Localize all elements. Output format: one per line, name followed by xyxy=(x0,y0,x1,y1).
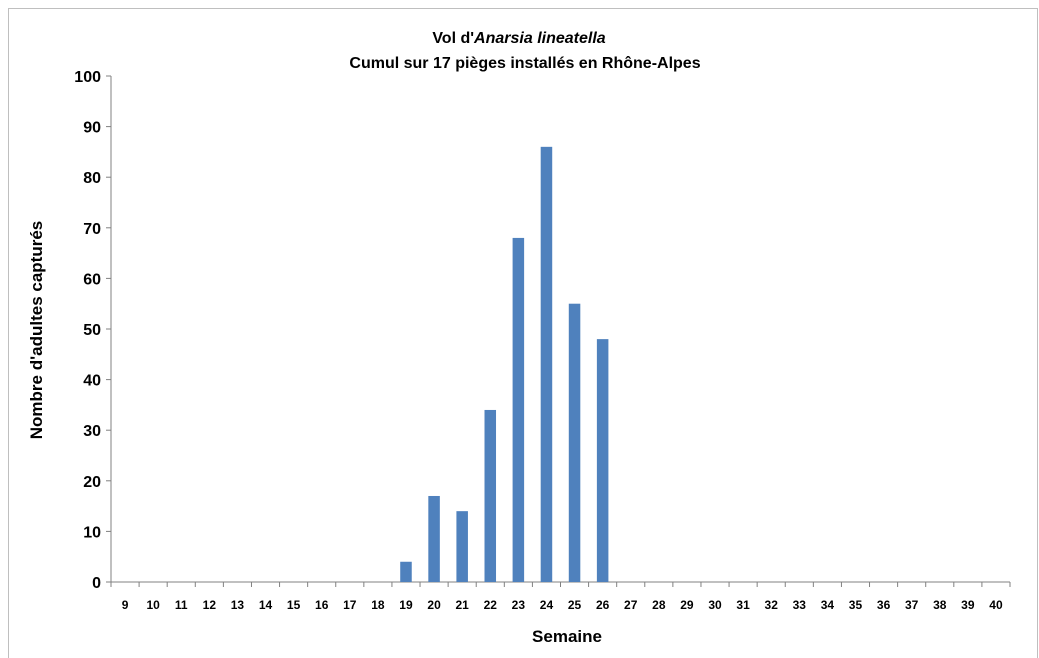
x-tick-label: 25 xyxy=(568,598,582,612)
y-tick-label: 50 xyxy=(83,322,101,339)
bar xyxy=(400,561,412,582)
y-axis: 0 10 20 30 40 50 60 70 80 90 100 xyxy=(74,69,112,592)
title-prefix: Vol d' xyxy=(432,30,474,47)
x-axis-label: Semaine xyxy=(532,627,602,646)
bar xyxy=(568,303,581,582)
x-tick-label: 40 xyxy=(989,598,1003,612)
bar xyxy=(456,511,468,582)
x-tick-label: 37 xyxy=(905,598,919,612)
bar-series xyxy=(400,146,609,583)
y-tick-label: 100 xyxy=(74,69,101,86)
x-tick-label: 39 xyxy=(961,598,975,612)
x-tick-label: 26 xyxy=(596,598,610,612)
bar xyxy=(428,495,440,582)
x-tick-label: 36 xyxy=(877,598,891,612)
y-tick-label: 30 xyxy=(83,423,101,440)
x-tick-label: 23 xyxy=(512,598,526,612)
chart-subtitle: Cumul sur 17 pièges installés en Rhône-A… xyxy=(349,55,700,72)
y-tick-label: 80 xyxy=(83,170,101,187)
x-tick-label: 32 xyxy=(765,598,779,612)
y-axis-label: Nombre d'adultes capturés xyxy=(27,221,46,440)
x-tick-label: 24 xyxy=(540,598,554,612)
x-tick-label: 10 xyxy=(146,598,160,612)
title-species: Anarsia lineatella xyxy=(473,30,606,47)
y-tick-label: 10 xyxy=(83,524,101,541)
bar xyxy=(512,237,525,583)
x-tick-label: 15 xyxy=(287,598,301,612)
x-axis: 9 10 11 12 13 14 15 16 17 18 19 20 21 22 23 24 25 26 27 28 2… xyxy=(110,581,1011,612)
x-tick-label: 13 xyxy=(231,598,245,612)
x-tick-label: 21 xyxy=(455,598,469,612)
y-tick-label: 70 xyxy=(83,221,101,238)
x-tick-label: 19 xyxy=(399,598,413,612)
x-tick-label: 34 xyxy=(821,598,835,612)
x-tick-label: 20 xyxy=(427,598,441,612)
x-tick-label: 12 xyxy=(203,598,217,612)
x-tick-label: 28 xyxy=(652,598,666,612)
y-tick-label: 40 xyxy=(83,373,101,390)
chart-title: Vol d'Anarsia lineatella xyxy=(432,30,605,47)
chart-frame xyxy=(8,8,1038,658)
bar xyxy=(484,409,497,582)
x-tick-label: 33 xyxy=(793,598,807,612)
bar xyxy=(596,339,609,582)
y-tick-label: 20 xyxy=(83,474,101,491)
x-tick-label: 30 xyxy=(708,598,722,612)
y-tick-label: 0 xyxy=(92,575,101,592)
x-tick-label: 38 xyxy=(933,598,947,612)
y-tick-label: 60 xyxy=(83,271,101,288)
x-tick-label: 29 xyxy=(680,598,694,612)
y-tick-label: 90 xyxy=(83,120,101,137)
x-tick-label: 14 xyxy=(259,598,273,612)
x-tick-label: 11 xyxy=(175,598,188,612)
x-tick-label: 35 xyxy=(849,598,863,612)
x-tick-label: 27 xyxy=(624,598,638,612)
x-tick-label: 31 xyxy=(736,598,750,612)
x-tick-label: 22 xyxy=(484,598,498,612)
x-tick-label: 16 xyxy=(315,598,329,612)
x-tick-label: 17 xyxy=(343,598,357,612)
x-tick-label: 18 xyxy=(371,598,385,612)
x-tick-label: 9 xyxy=(122,598,129,612)
bar xyxy=(540,146,553,582)
